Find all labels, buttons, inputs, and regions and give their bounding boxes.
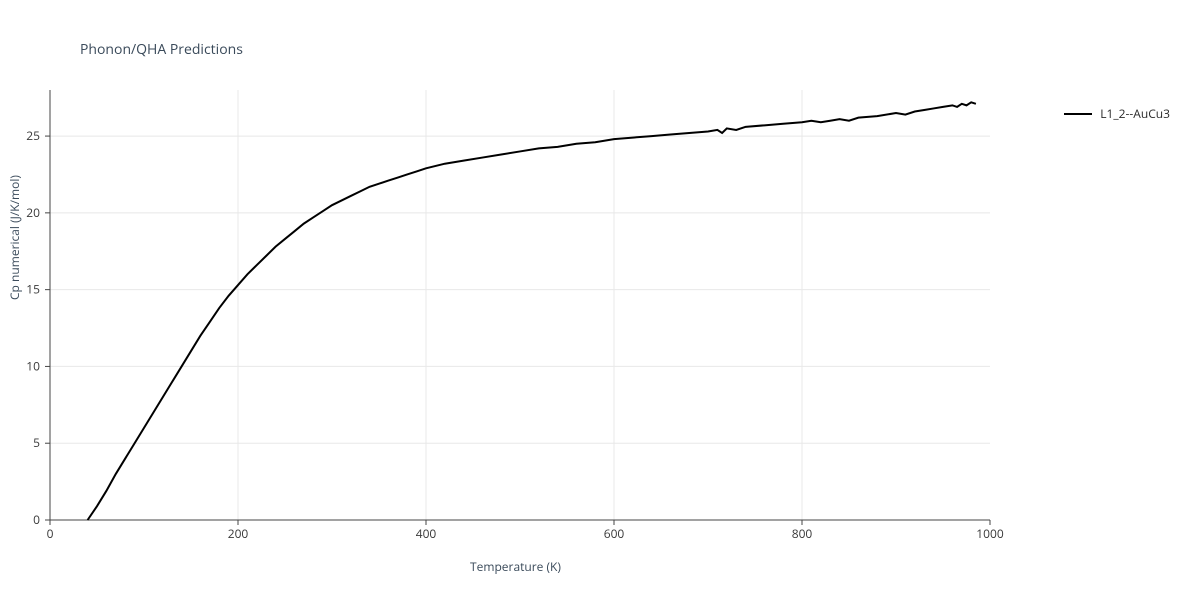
- svg-text:0: 0: [33, 511, 40, 528]
- plot-area: 020040060080010000510152025: [50, 90, 990, 520]
- chart-svg: 020040060080010000510152025: [50, 90, 990, 520]
- svg-text:200: 200: [228, 525, 249, 542]
- y-axis-label: Cp numerical (J/K/mol): [6, 175, 23, 300]
- svg-text:5: 5: [33, 434, 40, 451]
- chart-title: Phonon/QHA Predictions: [80, 40, 243, 59]
- svg-text:400: 400: [416, 525, 437, 542]
- svg-text:15: 15: [26, 281, 40, 298]
- svg-text:600: 600: [604, 525, 625, 542]
- legend-label: L1_2--AuCu3: [1100, 105, 1170, 122]
- svg-text:1000: 1000: [976, 525, 1004, 542]
- svg-text:0: 0: [47, 525, 54, 542]
- legend-swatch: [1064, 113, 1092, 115]
- x-axis-label: Temperature (K): [470, 558, 561, 575]
- svg-text:20: 20: [26, 204, 40, 221]
- svg-text:25: 25: [26, 127, 40, 144]
- svg-text:10: 10: [26, 357, 40, 374]
- svg-text:800: 800: [792, 525, 813, 542]
- legend: L1_2--AuCu3: [1064, 105, 1170, 122]
